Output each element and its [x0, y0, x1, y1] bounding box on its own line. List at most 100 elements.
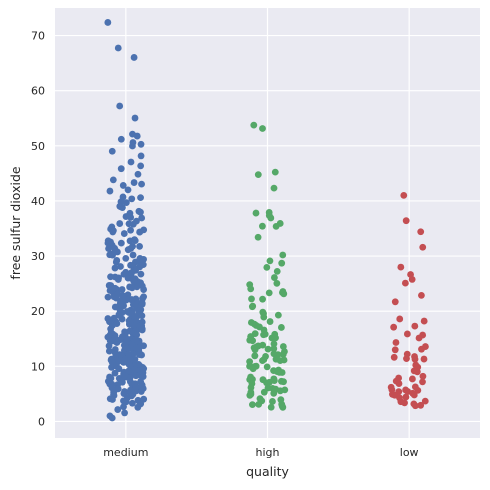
point-medium: [128, 399, 136, 407]
point-medium: [131, 366, 139, 374]
point-medium: [117, 239, 125, 247]
point-medium: [120, 230, 128, 237]
point-medium: [121, 372, 128, 380]
point-medium: [118, 333, 126, 341]
point-high: [259, 125, 266, 132]
point-high: [270, 340, 278, 348]
x-axis-ticks: medium high low: [103, 446, 418, 459]
point-high: [265, 289, 273, 297]
point-high: [259, 222, 266, 230]
point-high: [260, 313, 268, 321]
point-high: [254, 233, 262, 241]
point-medium: [136, 228, 144, 236]
point-high: [265, 212, 273, 220]
x-tick-label-medium: medium: [103, 446, 148, 459]
point-high: [248, 303, 256, 311]
point-medium: [104, 293, 112, 301]
point-medium: [116, 202, 124, 210]
point-high: [271, 274, 278, 281]
point-medium: [116, 312, 124, 320]
point-high: [272, 222, 280, 230]
point-high: [278, 259, 286, 267]
point-low: [420, 317, 428, 325]
point-medium: [130, 179, 138, 186]
point-medium: [109, 176, 117, 184]
point-medium: [128, 269, 136, 276]
point-low: [419, 378, 426, 386]
point-low: [401, 279, 409, 287]
y-tick-label: 70: [31, 30, 45, 43]
point-low: [418, 291, 425, 299]
point-low: [411, 322, 419, 330]
x-tick-label-low: low: [400, 446, 419, 459]
point-high: [247, 285, 255, 293]
point-medium: [105, 342, 113, 350]
point-medium: [118, 286, 126, 293]
point-high: [281, 386, 289, 394]
point-medium: [111, 303, 119, 311]
point-high: [266, 257, 274, 265]
point-high: [280, 378, 287, 386]
point-high: [252, 209, 260, 217]
point-low: [390, 353, 398, 361]
point-low: [391, 346, 399, 354]
point-high: [278, 400, 286, 408]
point-medium: [116, 220, 124, 227]
point-low: [402, 393, 410, 401]
x-axis-label: quality: [246, 464, 289, 479]
point-medium: [117, 165, 125, 173]
point-low: [408, 276, 416, 283]
point-medium: [130, 54, 138, 61]
y-tick-label: 10: [31, 360, 45, 373]
point-high: [267, 403, 275, 411]
point-high: [259, 295, 266, 303]
point-high: [260, 388, 268, 396]
y-tick-label: 40: [31, 195, 45, 208]
point-medium: [109, 251, 116, 259]
point-medium: [138, 214, 146, 222]
point-low: [411, 355, 419, 363]
point-low: [401, 399, 408, 407]
point-high: [249, 401, 256, 408]
point-medium: [117, 263, 124, 270]
point-low: [419, 243, 427, 251]
y-tick-label: 30: [31, 250, 45, 263]
point-medium: [136, 242, 143, 250]
point-high: [274, 311, 282, 319]
point-medium: [127, 226, 134, 234]
point-low: [411, 402, 419, 410]
point-medium: [116, 300, 124, 308]
point-low: [395, 380, 403, 387]
point-medium: [121, 409, 128, 417]
point-low: [412, 361, 420, 369]
point-medium: [131, 114, 139, 122]
point-high: [249, 337, 257, 345]
point-medium: [132, 384, 139, 391]
point-high: [251, 352, 259, 360]
point-medium: [119, 182, 127, 189]
point-medium: [134, 170, 142, 178]
point-medium: [112, 258, 120, 266]
y-axis-label: free sulfur dioxide: [8, 166, 23, 279]
point-high: [270, 350, 278, 358]
point-high: [273, 279, 281, 287]
point-high: [255, 400, 263, 408]
point-medium: [104, 377, 112, 385]
point-high: [264, 345, 272, 353]
y-tick-label: 0: [38, 415, 45, 428]
point-high: [254, 171, 262, 179]
point-high: [272, 334, 279, 342]
point-high: [279, 350, 287, 358]
point-high: [278, 369, 286, 376]
point-low: [403, 355, 410, 363]
point-low: [390, 323, 398, 331]
point-medium: [122, 213, 130, 220]
point-low: [397, 263, 405, 271]
point-medium: [127, 261, 134, 269]
point-high: [256, 395, 264, 403]
point-high: [279, 289, 286, 296]
point-medium: [106, 412, 114, 420]
point-medium: [108, 147, 116, 155]
point-high: [280, 356, 288, 364]
